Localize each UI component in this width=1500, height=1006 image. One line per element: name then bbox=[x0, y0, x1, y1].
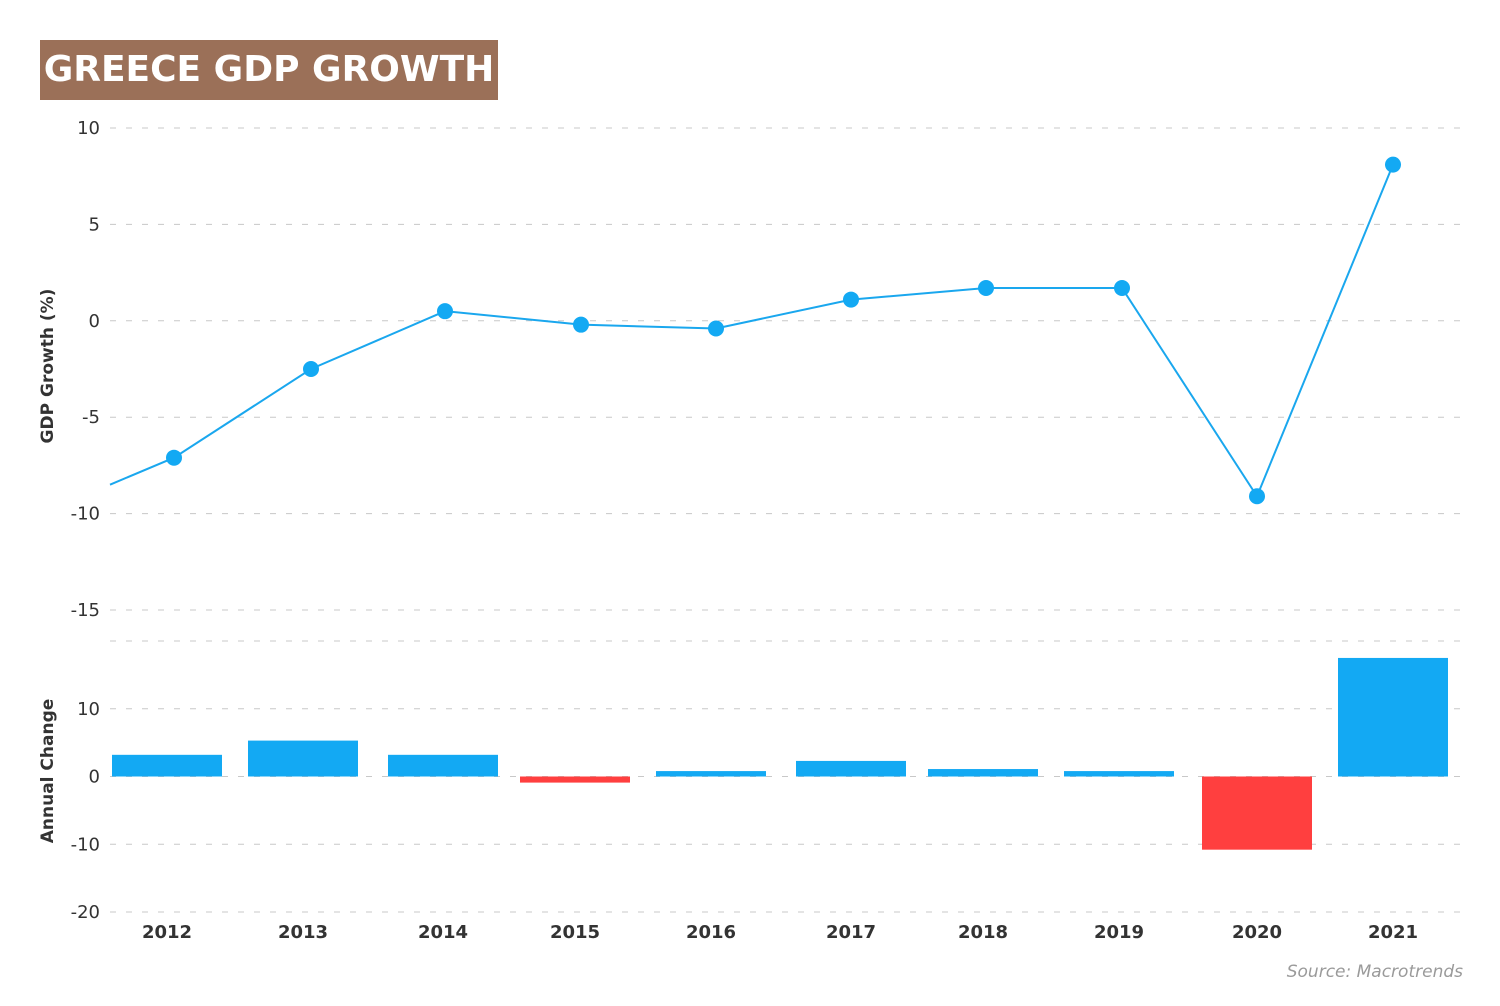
line-series bbox=[109, 156, 1401, 505]
bar-2019 bbox=[1064, 771, 1174, 777]
point-2014 bbox=[437, 303, 453, 320]
bar-y-tick-label: 10 bbox=[77, 699, 100, 720]
bar-series bbox=[112, 657, 1448, 850]
x-tick-label: 2020 bbox=[1232, 922, 1282, 943]
point-2017 bbox=[843, 291, 859, 308]
line-y-tick-label: -10 bbox=[71, 504, 100, 525]
point-2012 bbox=[166, 449, 182, 466]
point-2019 bbox=[1114, 280, 1130, 297]
bar-2020 bbox=[1202, 776, 1312, 850]
line-y-tick-label: 0 bbox=[89, 311, 100, 332]
line-y-axis-label: GDP Growth (%) bbox=[38, 289, 58, 444]
x-tick-label: 2015 bbox=[550, 922, 600, 943]
x-tick-label: 2016 bbox=[686, 922, 736, 943]
line-y-tick-label: 10 bbox=[77, 118, 100, 139]
chart-title: GREECE GDP GROWTH bbox=[43, 49, 495, 90]
grid-lines bbox=[110, 127, 1465, 913]
x-tick-label: 2012 bbox=[142, 922, 192, 943]
x-tick-label: 2019 bbox=[1094, 922, 1144, 943]
bar-2018 bbox=[928, 769, 1038, 777]
bar-2015 bbox=[520, 776, 630, 783]
bar-2012 bbox=[112, 754, 222, 777]
bar-y-tick-label: 0 bbox=[89, 767, 100, 788]
bar-2014 bbox=[388, 754, 498, 777]
point-2020 bbox=[1249, 488, 1265, 505]
bar-2016 bbox=[656, 771, 766, 777]
source-note: Source: Macrotrends bbox=[1286, 962, 1463, 982]
bar-y-axis-label: Annual Change bbox=[38, 699, 58, 844]
point-2013 bbox=[303, 361, 319, 377]
x-tick-label: 2013 bbox=[278, 922, 328, 943]
gdp-growth-line bbox=[109, 164, 1394, 499]
bar-2021 bbox=[1338, 657, 1448, 777]
bar-2017 bbox=[796, 760, 906, 777]
point-2021 bbox=[1385, 156, 1401, 173]
x-tick-label: 2018 bbox=[958, 922, 1008, 943]
point-2018 bbox=[978, 280, 994, 297]
line-y-tick-label: -5 bbox=[82, 407, 100, 428]
x-tick-label: 2017 bbox=[826, 922, 876, 943]
title-banner: GREECE GDP GROWTH bbox=[40, 40, 498, 100]
line-y-tick-label: 5 bbox=[89, 214, 100, 235]
point-2015 bbox=[573, 316, 589, 333]
axis-ticks: 10 5 0 -5 -10 -15 10 0 -10 -20 2012 2013 2014 2015 201… bbox=[71, 118, 1418, 943]
x-tick-label: 2014 bbox=[418, 922, 468, 943]
bar-y-tick-label: -10 bbox=[71, 834, 100, 855]
point-2016 bbox=[708, 320, 724, 337]
x-tick-label: 2021 bbox=[1368, 922, 1418, 943]
bar-2013 bbox=[248, 740, 358, 777]
line-y-tick-label: -15 bbox=[71, 600, 100, 621]
bar-y-tick-label: -20 bbox=[71, 902, 100, 923]
